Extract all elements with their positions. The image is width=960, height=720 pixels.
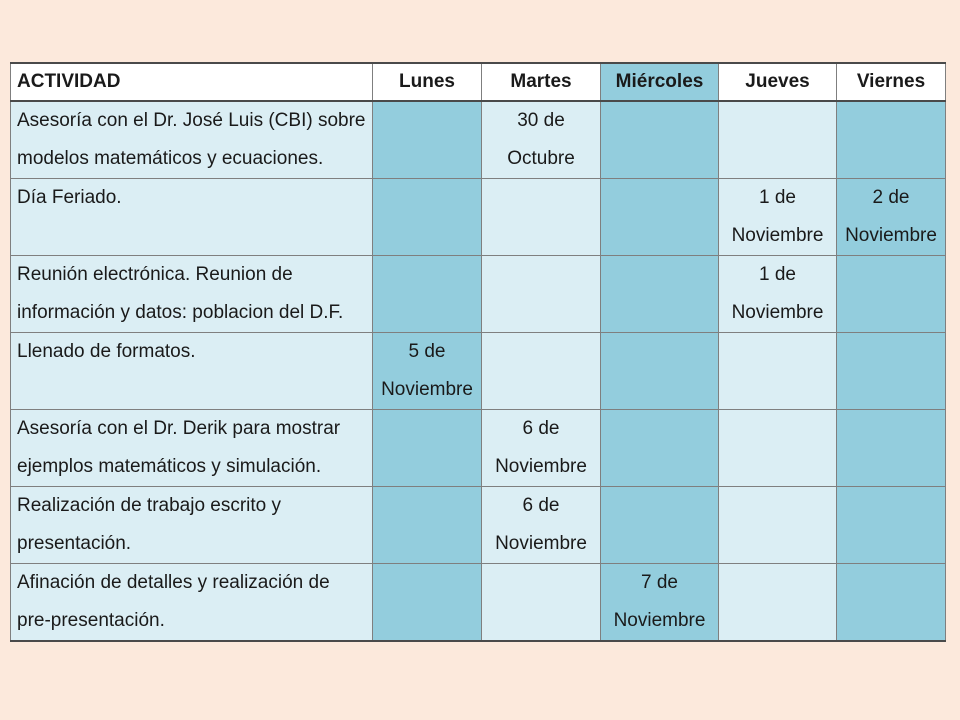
activity-cell: Día Feriado. bbox=[10, 178, 373, 256]
jueves-cell bbox=[718, 409, 837, 487]
jueves-cell bbox=[718, 332, 837, 410]
miercoles-cell bbox=[600, 100, 719, 179]
jueves-cell: 1 de Noviembre bbox=[718, 178, 837, 256]
martes-cell: 6 de Noviembre bbox=[481, 409, 601, 487]
jueves-cell bbox=[718, 563, 837, 642]
schedule-table-wrapper: ACTIVIDAD Lunes Martes Miércoles Jueves … bbox=[10, 62, 946, 642]
miercoles-cell: 7 de Noviembre bbox=[600, 563, 719, 642]
martes-cell bbox=[481, 255, 601, 333]
viernes-cell: 2 de Noviembre bbox=[836, 178, 946, 256]
lunes-cell bbox=[372, 486, 482, 564]
miercoles-cell bbox=[600, 255, 719, 333]
table-row: Afinación de detalles y realización de p… bbox=[10, 563, 946, 642]
viernes-cell bbox=[836, 409, 946, 487]
lunes-cell bbox=[372, 255, 482, 333]
table-row: Llenado de formatos. 5 de Noviembre bbox=[10, 332, 946, 410]
header-miercoles: Miércoles bbox=[600, 62, 719, 102]
lunes-cell bbox=[372, 409, 482, 487]
header-lunes: Lunes bbox=[372, 62, 482, 102]
header-martes: Martes bbox=[481, 62, 601, 102]
viernes-cell bbox=[836, 332, 946, 410]
table-row: Asesoría con el Dr. Derik para mostrar e… bbox=[10, 409, 946, 487]
schedule-table: ACTIVIDAD Lunes Martes Miércoles Jueves … bbox=[10, 62, 946, 642]
jueves-cell: 1 de Noviembre bbox=[718, 255, 837, 333]
martes-cell: 30 de Octubre bbox=[481, 100, 601, 179]
miercoles-cell bbox=[600, 409, 719, 487]
lunes-cell bbox=[372, 100, 482, 179]
jueves-cell bbox=[718, 486, 837, 564]
viernes-cell bbox=[836, 100, 946, 179]
lunes-cell: 5 de Noviembre bbox=[372, 332, 482, 410]
activity-cell: Afinación de detalles y realización de p… bbox=[10, 563, 373, 642]
header-actividad: ACTIVIDAD bbox=[10, 62, 373, 102]
table-row: Asesoría con el Dr. José Luis (CBI) sobr… bbox=[10, 100, 946, 179]
activity-cell: Reunión electrónica. Reunion de informac… bbox=[10, 255, 373, 333]
martes-cell bbox=[481, 332, 601, 410]
miercoles-cell bbox=[600, 332, 719, 410]
martes-cell bbox=[481, 178, 601, 256]
lunes-cell bbox=[372, 563, 482, 642]
miercoles-cell bbox=[600, 178, 719, 256]
activity-cell: Realización de trabajo escrito y present… bbox=[10, 486, 373, 564]
miercoles-cell bbox=[600, 486, 719, 564]
header-row: ACTIVIDAD Lunes Martes Miércoles Jueves … bbox=[10, 62, 946, 102]
activity-cell: Asesoría con el Dr. José Luis (CBI) sobr… bbox=[10, 100, 373, 179]
header-viernes: Viernes bbox=[836, 62, 946, 102]
header-jueves: Jueves bbox=[718, 62, 837, 102]
martes-cell bbox=[481, 563, 601, 642]
table-row: Reunión electrónica. Reunion de informac… bbox=[10, 255, 946, 333]
activity-cell: Llenado de formatos. bbox=[10, 332, 373, 410]
viernes-cell bbox=[836, 563, 946, 642]
table-row: Día Feriado. 1 de Noviembre 2 de Noviemb… bbox=[10, 178, 946, 256]
table-row: Realización de trabajo escrito y present… bbox=[10, 486, 946, 564]
viernes-cell bbox=[836, 486, 946, 564]
lunes-cell bbox=[372, 178, 482, 256]
viernes-cell bbox=[836, 255, 946, 333]
martes-cell: 6 de Noviembre bbox=[481, 486, 601, 564]
jueves-cell bbox=[718, 100, 837, 179]
activity-cell: Asesoría con el Dr. Derik para mostrar e… bbox=[10, 409, 373, 487]
